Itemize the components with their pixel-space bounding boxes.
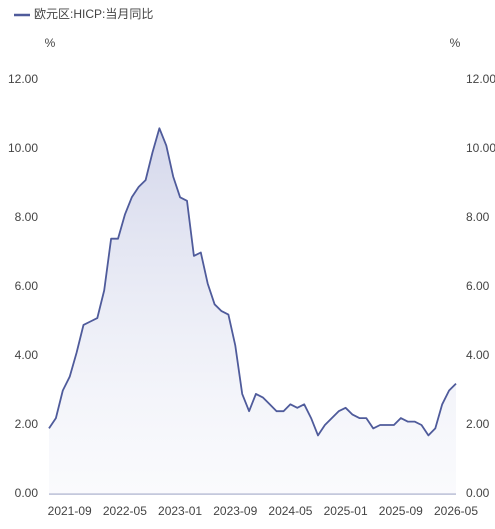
y2-unit: % xyxy=(450,36,461,50)
y2-tick-label: 8.00 xyxy=(466,210,490,224)
y2-tick-label: 6.00 xyxy=(466,279,490,293)
x-tick-label: 2021-09 xyxy=(48,504,92,518)
y-tick-label: 4.00 xyxy=(15,348,39,362)
line xyxy=(48,127,457,437)
x-tick-label: 2023-09 xyxy=(213,504,257,518)
y2-tick-label: 2.00 xyxy=(466,417,490,431)
y-tick-label: 12.00 xyxy=(8,72,38,86)
x-tick-label: 2024-05 xyxy=(268,504,312,518)
x-tick-label: 2025-01 xyxy=(324,504,368,518)
area xyxy=(49,128,456,495)
x-tick-label: 2023-01 xyxy=(158,504,202,518)
y-tick-label: 10.00 xyxy=(8,141,38,155)
x-tick-label: 2025-09 xyxy=(379,504,423,518)
x-tick-label: 2026-05 xyxy=(434,504,478,518)
y-tick-label: 6.00 xyxy=(15,279,39,293)
y-tick-label: 0.00 xyxy=(15,486,39,500)
y2-tick-label: 0.00 xyxy=(466,486,490,500)
x-tick-label: 2022-05 xyxy=(103,504,147,518)
legend-label: 欧元区:HICP:当月同比 xyxy=(34,7,153,21)
y-tick-label: 2.00 xyxy=(15,417,39,431)
y2-tick-label: 4.00 xyxy=(466,348,490,362)
y2-tick-label: 10.00 xyxy=(466,141,495,155)
y-unit: % xyxy=(45,36,56,50)
y-tick-label: 8.00 xyxy=(15,210,39,224)
y2-tick-label: 12.00 xyxy=(466,72,495,86)
